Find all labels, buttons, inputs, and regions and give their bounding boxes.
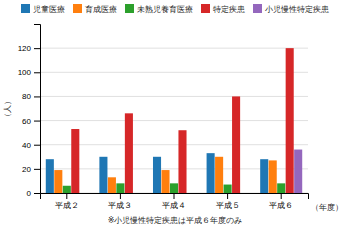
bar (215, 157, 223, 193)
bar (116, 183, 124, 193)
tick-mark (281, 193, 282, 199)
legend-item: 育成医療 (73, 4, 117, 14)
bar (269, 160, 277, 193)
bar (63, 186, 71, 193)
tick-label: 120 (18, 44, 32, 53)
tick-label: 40 (22, 141, 31, 150)
legend-item: 児童医療 (21, 4, 65, 14)
bar (71, 129, 79, 193)
plot: 0 20 40 60 80 100 120 平成２ 平成３ 平成４ 平成５ 平成６ （人） （年度） (3, 25, 343, 213)
tick-label: 平成５ (216, 201, 240, 210)
tick-label: 平成６ (269, 201, 293, 210)
legend-label: 特定疾患 (213, 5, 245, 14)
tick-mark (227, 193, 228, 199)
tick-mark (120, 193, 121, 199)
chart: 児童医療 育成医療 未熟児養育医療 特定疾患 小児慢性特定疾患 0 20 40 60 80 100 1… (0, 0, 350, 227)
tick: 40 (22, 141, 40, 150)
legend-swatch (253, 4, 262, 13)
bar (178, 130, 186, 193)
bar (99, 157, 107, 193)
tick-mark (34, 193, 40, 194)
bar (232, 96, 240, 193)
tick: 平成３ (108, 193, 132, 210)
legend-label: 小児慢性特定疾患 (265, 5, 329, 14)
tick: 100 (18, 68, 40, 77)
bar (224, 185, 232, 193)
legend-label: 未熟児養育医療 (137, 5, 193, 14)
grid-line (40, 72, 308, 73)
bars (46, 48, 302, 193)
bar (260, 159, 268, 193)
tick-mark (174, 193, 175, 199)
tick-label: 80 (22, 92, 31, 101)
axis-line (34, 25, 41, 194)
bar (286, 48, 294, 193)
grid-line (40, 144, 308, 145)
series (294, 150, 302, 193)
tick-label: 60 (22, 117, 31, 126)
bar (54, 170, 62, 193)
y-axis: 0 20 40 60 80 100 120 (18, 25, 41, 199)
chart-container: 児童医療 育成医療 未熟児養育医療 特定疾患 小児慢性特定疾患 0 20 40 60 80 100 1… (0, 0, 350, 227)
series (63, 183, 285, 193)
bar (277, 183, 285, 193)
tick: 20 (22, 165, 40, 174)
grid-line (40, 120, 308, 121)
legend-swatch (201, 4, 210, 13)
legend-swatch (21, 4, 30, 13)
tick-label: 平成２ (55, 201, 79, 210)
tick-label: 0 (27, 189, 32, 198)
tick-label: 平成４ (162, 201, 186, 210)
tick: 平成４ (162, 193, 186, 210)
bar (125, 113, 133, 193)
tick-mark (34, 96, 40, 97)
tick: 平成５ (216, 193, 240, 210)
bar (170, 183, 178, 193)
bar (133, 193, 141, 194)
bar (161, 170, 169, 193)
legend-swatch (73, 4, 82, 13)
tick: 120 (18, 44, 40, 53)
legend-item: 未熟児養育医療 (125, 4, 193, 14)
bar (241, 193, 249, 194)
bar (46, 159, 54, 193)
bar (294, 150, 302, 193)
tick-mark (34, 169, 40, 170)
tick: 平成２ (55, 193, 79, 210)
tick-label: 平成３ (108, 201, 132, 210)
bar (80, 193, 88, 194)
tick: 平成６ (269, 193, 293, 210)
axis-line (41, 194, 309, 200)
series (71, 48, 293, 193)
tick: 80 (22, 92, 40, 101)
y-axis-title: （人） (3, 97, 12, 121)
tick: 0 (27, 189, 40, 198)
tick-mark (34, 121, 40, 122)
x-axis-title: （年度） (311, 203, 343, 212)
series (54, 157, 276, 193)
legend-swatch (125, 4, 134, 13)
grid-line (40, 96, 308, 97)
tick-mark (66, 193, 67, 199)
tick-mark (34, 48, 40, 49)
legend: 児童医療 育成医療 未熟児養育医療 特定疾患 小児慢性特定疾患 (21, 4, 329, 14)
legend-label: 育成医療 (85, 5, 117, 14)
grid (40, 48, 308, 193)
footnote: ※小児慢性特定疾患は平成６年度のみ (108, 216, 243, 225)
legend-item: 小児慢性特定疾患 (253, 4, 329, 14)
tick-label: 100 (18, 68, 32, 77)
tick-mark (34, 72, 40, 73)
grid-line (40, 48, 308, 49)
tick-label: 20 (22, 165, 31, 174)
bar (108, 177, 116, 193)
legend-label: 児童医療 (33, 5, 65, 14)
bar (187, 193, 195, 194)
legend-item: 特定疾患 (201, 4, 245, 14)
tick-mark (34, 145, 40, 146)
tick: 60 (22, 117, 40, 126)
bar (207, 153, 215, 193)
bar (153, 157, 161, 193)
x-axis: 平成２ 平成３ 平成４ 平成５ 平成６ (41, 193, 309, 210)
